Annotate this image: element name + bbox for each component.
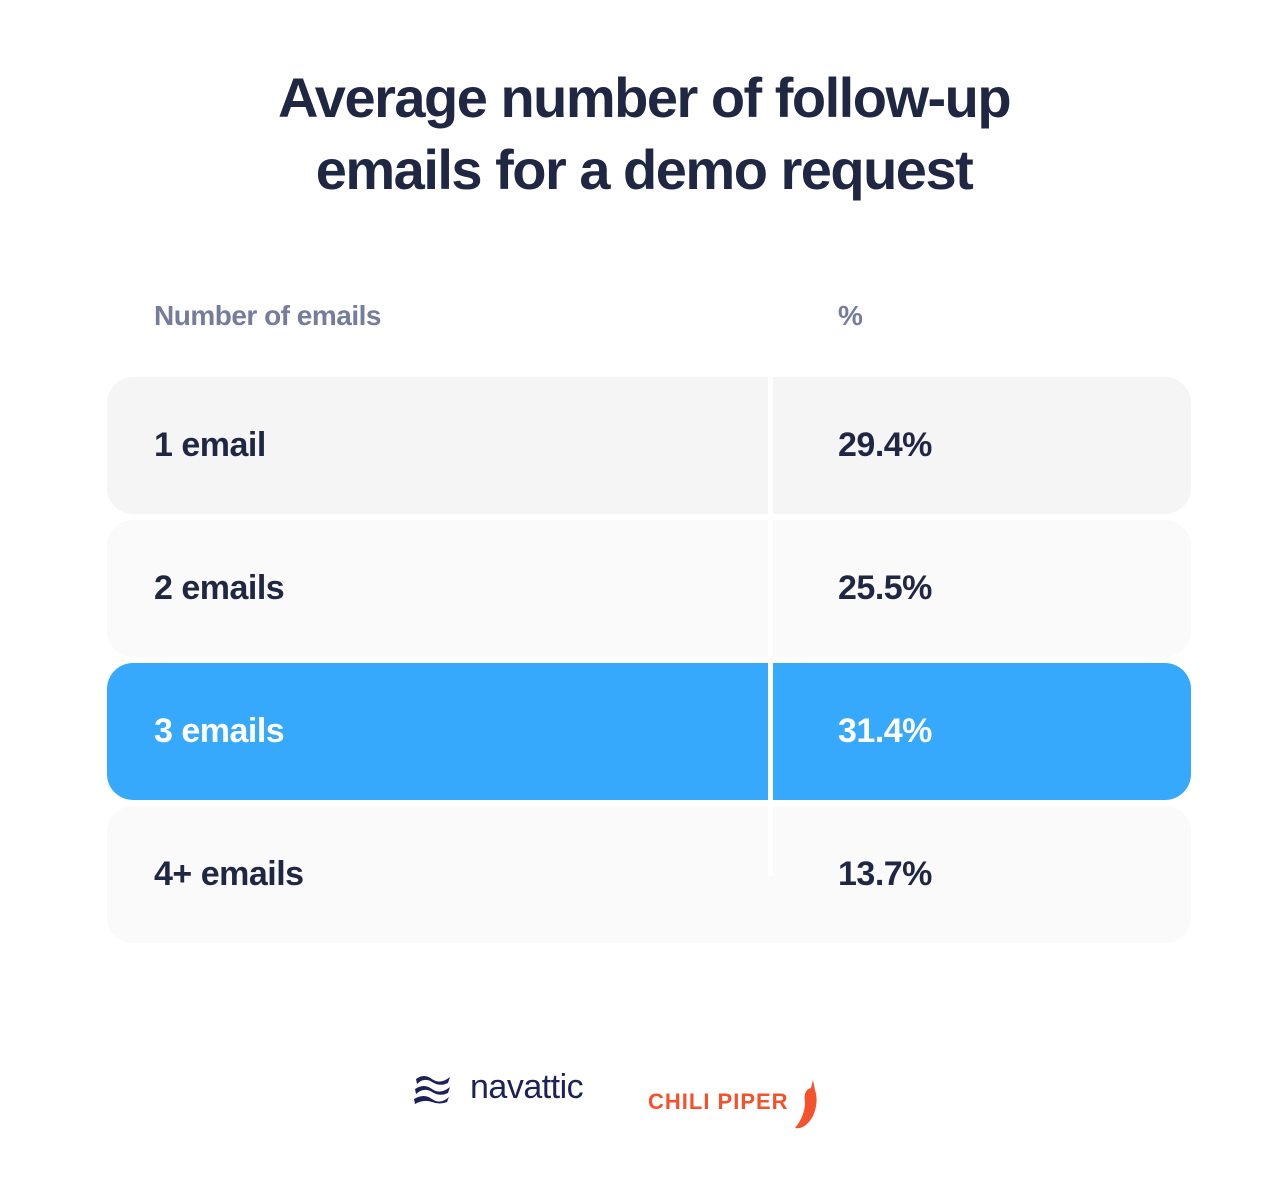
row-value: 29.4% xyxy=(838,426,932,464)
row-label: 1 email xyxy=(154,426,266,464)
title-line-1: Average number of follow-up xyxy=(277,66,1012,129)
row-value: 31.4% xyxy=(838,712,932,750)
navattic-wordmark: navattic xyxy=(470,1068,584,1106)
row-value: 25.5% xyxy=(838,569,932,607)
row-label: 3 emails xyxy=(154,712,285,750)
chili-piper-wordmark: CHILI PIPER xyxy=(648,1089,789,1114)
navattic-wave-icon xyxy=(414,1075,450,1104)
row-label: 4+ emails xyxy=(154,855,304,893)
column-header-number-of-emails: Number of emails xyxy=(154,300,381,331)
chili-pepper-icon xyxy=(794,1080,817,1129)
column-divider xyxy=(768,663,773,800)
column-divider xyxy=(768,806,773,876)
column-divider xyxy=(768,377,773,514)
row-label: 2 emails xyxy=(154,569,285,607)
table-row-highlighted: 3 emails 31.4% xyxy=(107,663,1191,800)
table-row: 4+ emails 13.7% xyxy=(107,806,1191,943)
column-header-percent: % xyxy=(838,300,863,331)
title-line-2: emails for a demo request xyxy=(315,138,974,201)
footer-logos: navattic CHILI PIPER xyxy=(408,1062,868,1129)
column-divider xyxy=(768,520,773,657)
chart-title: Average number of follow-up emails for a… xyxy=(0,62,1288,206)
table-row: 2 emails 25.5% xyxy=(107,520,1191,657)
table-row: 1 email 29.4% xyxy=(107,377,1191,514)
chili-piper-logo: CHILI PIPER xyxy=(648,1068,821,1136)
navattic-logo: navattic xyxy=(412,1068,584,1107)
row-value: 13.7% xyxy=(838,855,932,893)
